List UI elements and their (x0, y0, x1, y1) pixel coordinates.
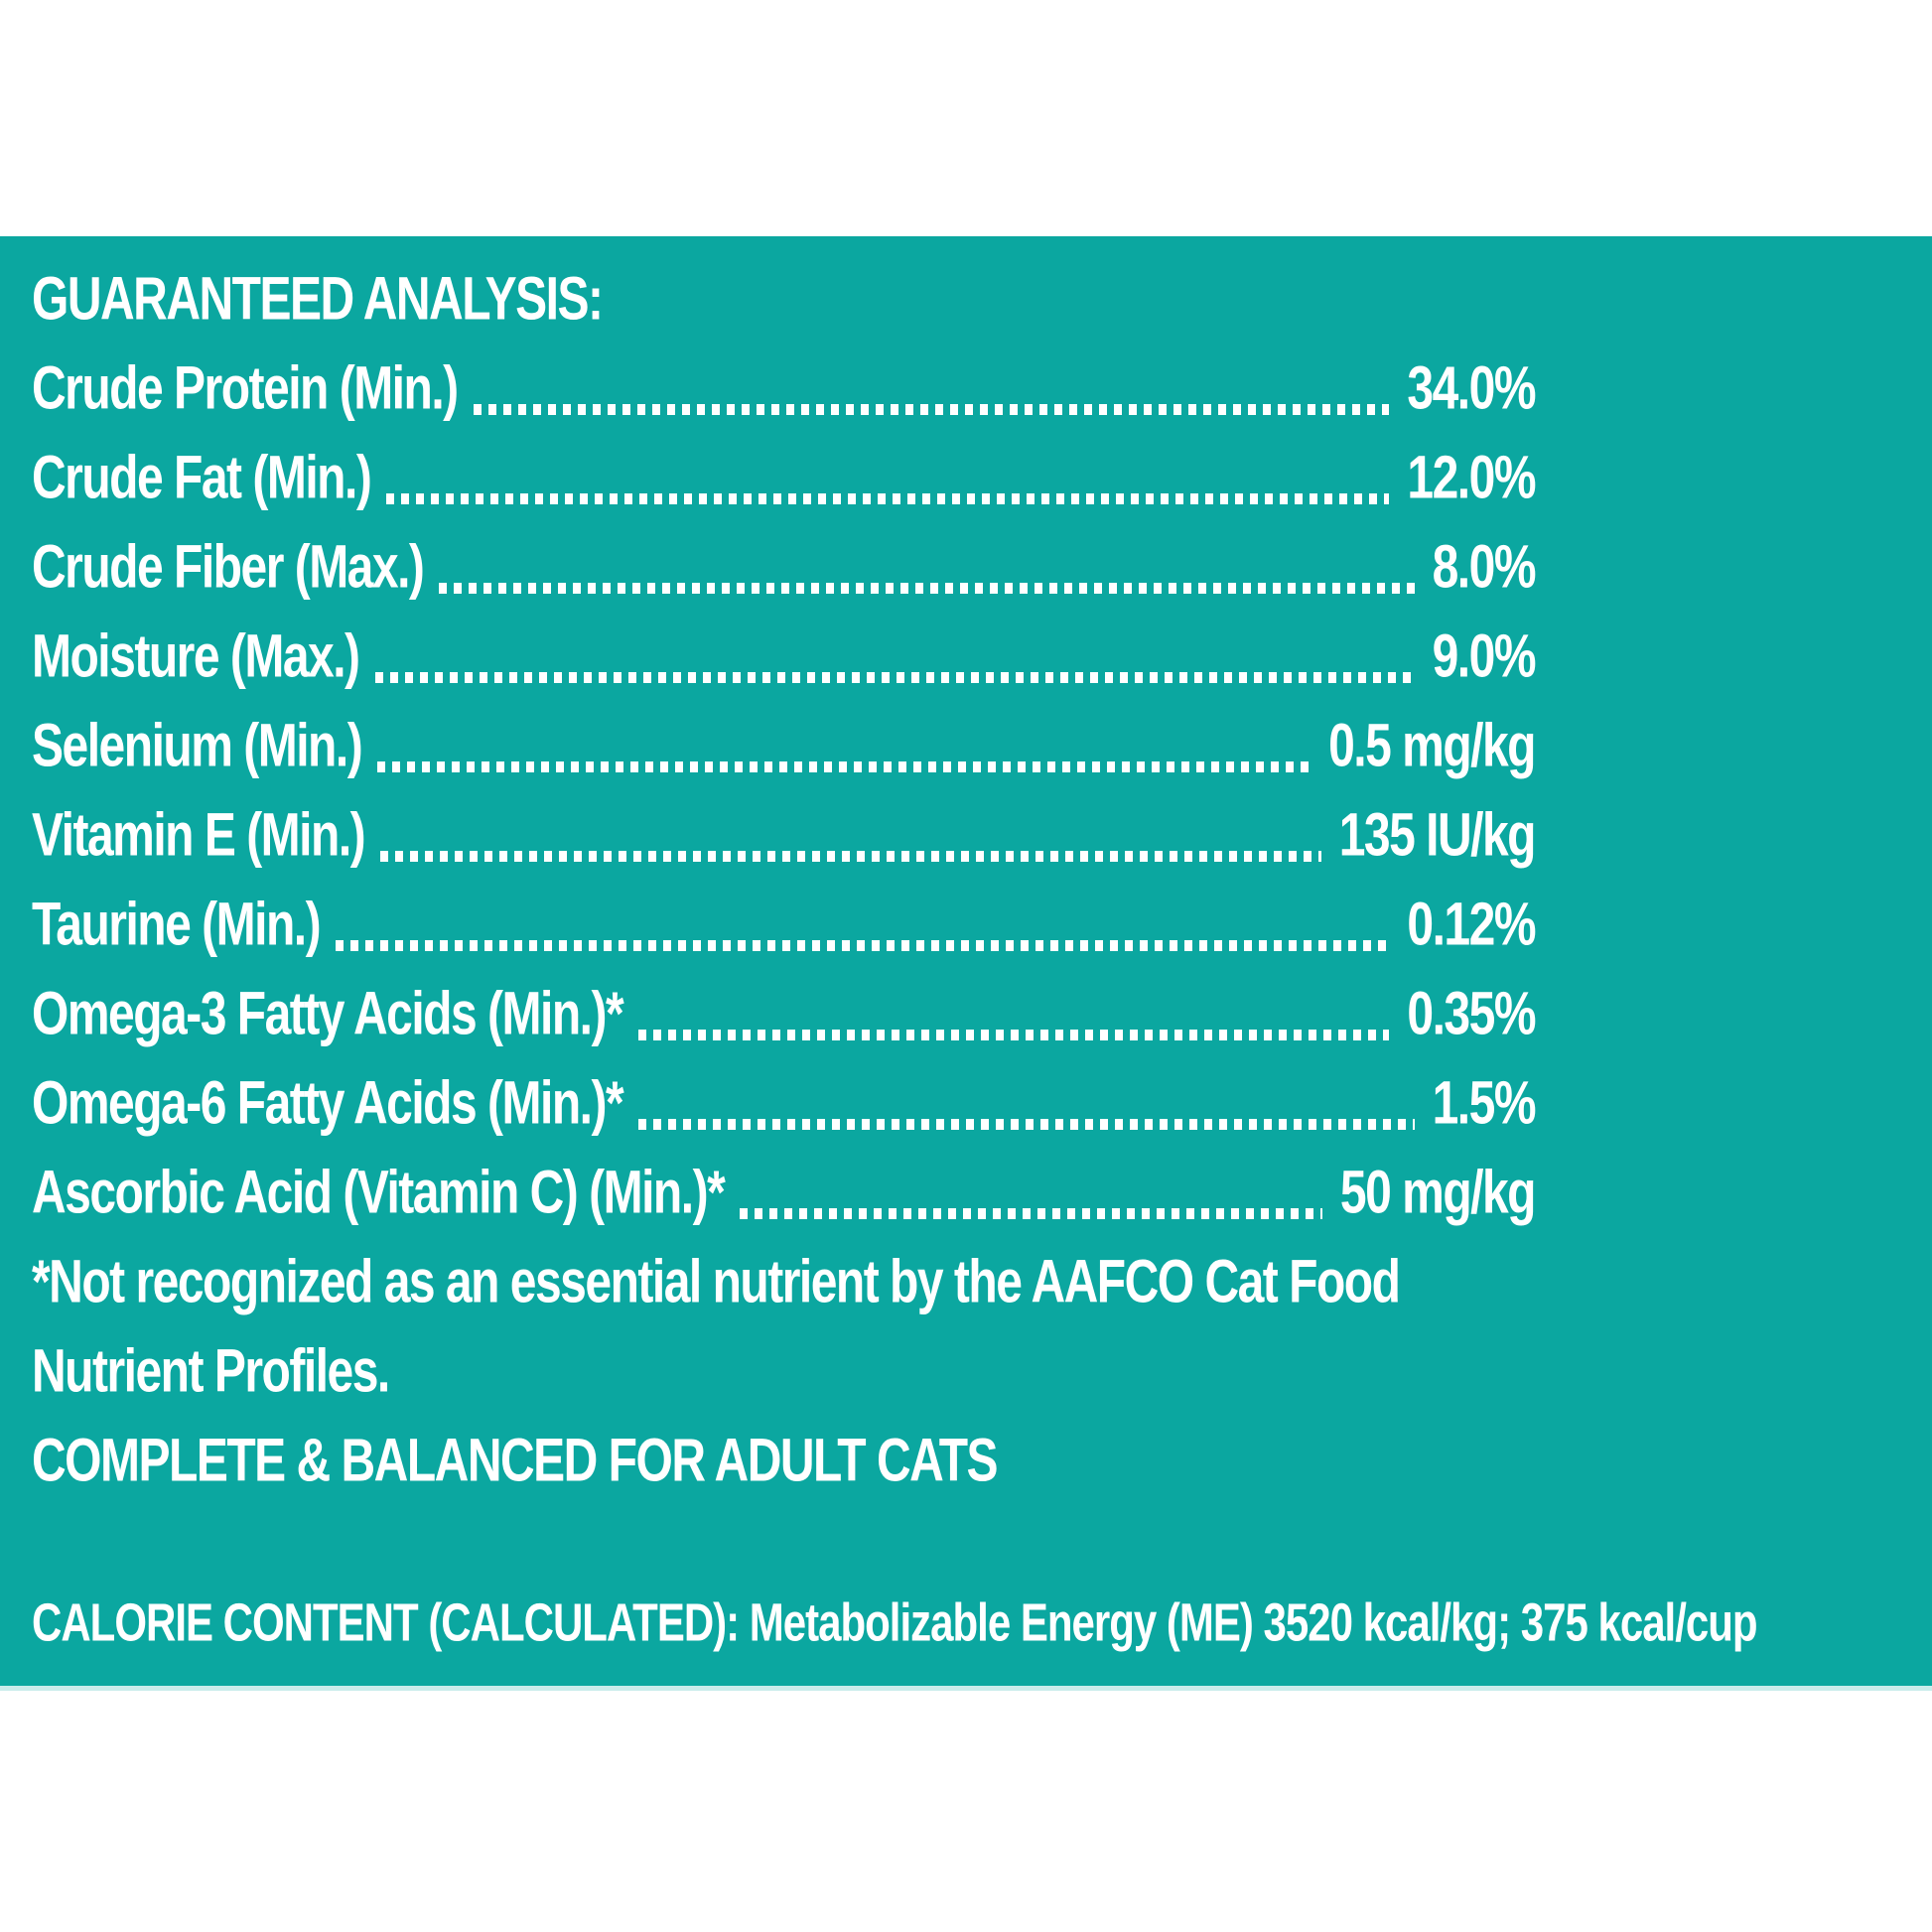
dot-leader (638, 1119, 1415, 1130)
nutrient-value: 34.0% (1407, 354, 1536, 423)
statement-line: COMPLETE & BALANCED FOR ADULT CATS (32, 1424, 1535, 1513)
dot-leader (336, 940, 1390, 951)
analysis-row: Omega-6 Fatty Acids (Min.)* 1.5% (32, 1066, 1537, 1156)
nutrient-value: 8.0% (1432, 533, 1537, 602)
dot-leader (377, 761, 1311, 772)
footnote-text: *Not recognized as an essential nutrient… (32, 1248, 1401, 1316)
analysis-row: Moisture (Max.) 9.0% (32, 620, 1537, 709)
nutrient-value: 135 IU/kg (1338, 801, 1537, 870)
analysis-row: Crude Fiber (Max.) 8.0% (32, 530, 1537, 620)
analysis-row: Crude Protein (Min.) 34.0% (32, 351, 1536, 441)
nutrient-label: Crude Fat (Min.) (32, 444, 372, 512)
dot-leader (638, 1030, 1390, 1040)
nutrient-label: Omega-3 Fatty Acids (Min.)* (32, 980, 624, 1048)
nutrient-label: Crude Protein (Min.) (32, 354, 459, 423)
section-title-line: GUARANTEED ANALYSIS: (32, 262, 1535, 351)
dot-leader (386, 493, 1390, 504)
analysis-row: Ascorbic Acid (Vitamin C) (Min.)* 50 mg/… (32, 1156, 1537, 1245)
panel-content: GUARANTEED ANALYSIS: Crude Protein (Min.… (32, 262, 1758, 1674)
nutrient-value: 0.12% (1407, 891, 1536, 959)
nutrient-label: Omega-6 Fatty Acids (Min.)* (32, 1069, 624, 1138)
nutrient-label: Selenium (Min.) (32, 712, 363, 780)
dot-leader (380, 851, 1321, 862)
analysis-row: Omega-3 Fatty Acids (Min.)* 0.35% (32, 977, 1536, 1066)
dot-leader (439, 583, 1415, 594)
nutrient-value: 0.5 mg/kg (1328, 712, 1536, 780)
nutrient-value: 1.5% (1432, 1069, 1537, 1138)
nutrient-label: Vitamin E (Min.) (32, 801, 366, 870)
footnote-line: Nutrient Profiles. (32, 1334, 1535, 1424)
calorie-content-text: CALORIE CONTENT (CALCULATED): Metaboliza… (32, 1591, 1758, 1652)
nutrient-label: Ascorbic Acid (Vitamin C) (Min.)* (32, 1159, 726, 1227)
dot-leader (740, 1208, 1322, 1219)
calorie-content-line: CALORIE CONTENT (CALCULATED): Metaboliza… (32, 1585, 1904, 1674)
analysis-row: Selenium (Min.) 0.5 mg/kg (32, 709, 1536, 798)
footnote-line: *Not recognized as an essential nutrient… (32, 1245, 1535, 1334)
dot-leader (374, 672, 1415, 683)
nutrient-value: 12.0% (1407, 444, 1536, 512)
nutrient-value: 9.0% (1432, 622, 1537, 691)
guaranteed-analysis-panel: GUARANTEED ANALYSIS: Crude Protein (Min.… (0, 236, 1932, 1691)
dot-leader (473, 404, 1390, 415)
analysis-row: Crude Fat (Min.) 12.0% (32, 441, 1536, 530)
nutrient-label: Taurine (Min.) (32, 891, 322, 959)
section-title: GUARANTEED ANALYSIS: (32, 265, 604, 334)
nutrient-label: Crude Fiber (Max.) (32, 533, 425, 602)
nutrient-label: Moisture (Max.) (32, 622, 360, 691)
nutrient-value: 0.35% (1407, 980, 1536, 1048)
analysis-row: Vitamin E (Min.) 135 IU/kg (32, 798, 1537, 888)
footnote-text: Nutrient Profiles. (32, 1337, 390, 1406)
complete-balanced-statement: COMPLETE & BALANCED FOR ADULT CATS (32, 1427, 999, 1495)
nutrient-value: 50 mg/kg (1339, 1159, 1537, 1227)
analysis-row: Taurine (Min.) 0.12% (32, 888, 1536, 977)
